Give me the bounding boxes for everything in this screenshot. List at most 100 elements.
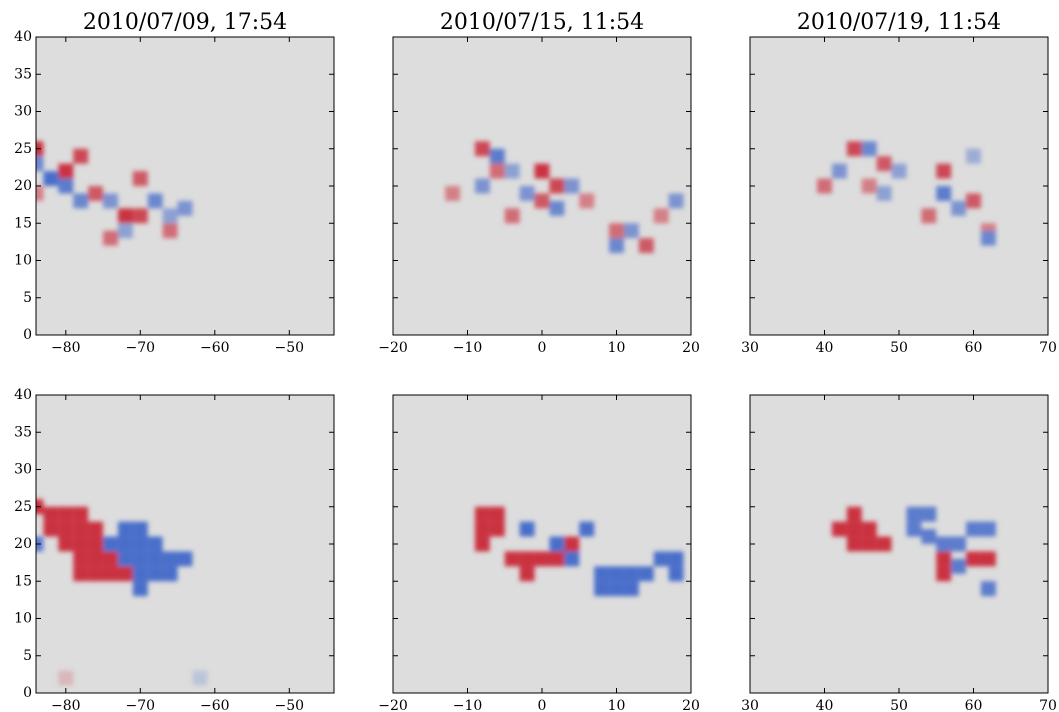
heatmap-cell — [73, 193, 89, 209]
y-tick-label: 0 — [23, 327, 32, 343]
heatmap-cell — [73, 148, 89, 164]
heatmap-cell — [564, 536, 580, 552]
x-tick-label: −50 — [275, 340, 305, 356]
heatmap-cell — [474, 506, 490, 522]
heatmap-cell — [43, 171, 59, 186]
heatmap-cell — [876, 536, 892, 552]
heatmap-cell — [623, 581, 639, 597]
heatmap-cell — [623, 223, 639, 239]
x-tick-label: −80 — [51, 340, 81, 356]
heatmap-cell — [653, 551, 669, 567]
heatmap-cell — [36, 156, 44, 172]
heatmap — [831, 506, 996, 597]
heatmap-cell — [147, 193, 163, 209]
heatmap-cell — [817, 178, 832, 194]
heatmap — [36, 499, 208, 686]
heatmap-cell — [638, 238, 654, 254]
heatmap-cell — [519, 186, 535, 201]
heatmap-cell — [474, 141, 490, 157]
heatmap-cell — [921, 208, 937, 224]
heatmap-cell — [861, 536, 877, 552]
heatmap-cell — [668, 551, 684, 567]
heatmap-cell — [147, 536, 163, 552]
heatmap-cell — [73, 521, 89, 537]
heatmap-cell — [549, 536, 565, 552]
heatmap-cell — [489, 148, 505, 164]
x-tick-label: 30 — [741, 340, 759, 356]
heatmap-cell — [58, 536, 74, 552]
x-tick-label: −20 — [378, 698, 408, 712]
heatmap-cell — [58, 163, 74, 179]
heatmap-cells — [817, 141, 996, 246]
heatmap-cell — [58, 506, 74, 522]
x-tick-label: −10 — [453, 340, 483, 356]
heatmap-cells — [474, 506, 684, 597]
heatmap-cell — [147, 566, 163, 582]
heatmap-cell — [534, 163, 550, 179]
plot-background — [393, 37, 691, 335]
heatmap-cell — [73, 551, 89, 567]
heatmap-cell — [132, 581, 148, 597]
heatmap-cell — [489, 163, 505, 179]
heatmap-cell — [846, 536, 862, 552]
heatmap — [36, 141, 193, 246]
y-tick-label: 40 — [14, 387, 32, 403]
heatmap-cell — [132, 208, 148, 224]
heatmap-cell — [668, 193, 684, 209]
heatmap-cell — [846, 506, 862, 522]
heatmap-cell — [936, 551, 952, 567]
heatmap-cell — [73, 506, 89, 522]
heatmap — [817, 141, 996, 246]
y-tick-label: 35 — [14, 66, 32, 82]
x-tick-label: 30 — [741, 698, 759, 712]
y-tick-label: 40 — [14, 29, 32, 45]
heatmap-cell — [117, 521, 133, 537]
heatmap-cell — [177, 200, 193, 216]
x-tick-label: −20 — [378, 340, 408, 356]
heatmap-cell — [534, 551, 550, 567]
heatmap-cells — [831, 506, 996, 597]
heatmap-cell — [876, 186, 892, 201]
heatmap-cell — [549, 178, 565, 194]
heatmap-cell — [609, 223, 624, 239]
heatmap-cell — [474, 178, 490, 194]
heatmap-cell — [564, 178, 580, 194]
x-tick-label: 60 — [965, 340, 983, 356]
heatmap-cell — [177, 551, 193, 567]
heatmap — [474, 506, 684, 597]
heatmap-cell — [906, 521, 922, 537]
y-tick-label: 15 — [14, 573, 32, 589]
heatmap-cell — [519, 566, 535, 582]
plot-background — [750, 395, 1048, 693]
heatmap-cell — [132, 171, 148, 186]
x-tick-label: 50 — [890, 340, 908, 356]
x-tick-label: 40 — [816, 340, 834, 356]
heatmap-cell — [132, 566, 148, 582]
x-tick-label: 0 — [538, 698, 547, 712]
heatmap-cell — [951, 536, 967, 552]
heatmap-cell — [192, 670, 208, 686]
chart-title: 2010/07/15, 11:54 — [440, 10, 644, 35]
heatmap-cell — [579, 193, 595, 209]
x-tick-label: −50 — [275, 698, 305, 712]
heatmap-cell — [147, 551, 163, 567]
y-tick-label: 0 — [23, 685, 32, 701]
heatmap-cell — [594, 566, 610, 582]
heatmap-cell — [88, 521, 104, 537]
heatmap-cell — [504, 163, 520, 179]
heatmap-cell — [36, 186, 44, 201]
heatmap-cell — [564, 551, 580, 567]
heatmap-cell — [966, 521, 981, 537]
y-tick-label: 25 — [14, 499, 32, 515]
heatmap-cell — [861, 178, 877, 194]
heatmap-cell — [88, 186, 104, 201]
heatmap-cell — [609, 566, 624, 582]
heatmap-cell — [594, 581, 610, 597]
y-tick-label: 30 — [14, 462, 32, 478]
x-tick-label: 60 — [965, 698, 983, 712]
x-tick-label: −60 — [200, 698, 230, 712]
x-tick-label: −70 — [126, 698, 156, 712]
heatmap-cell — [103, 551, 118, 567]
plot-background — [750, 37, 1048, 335]
